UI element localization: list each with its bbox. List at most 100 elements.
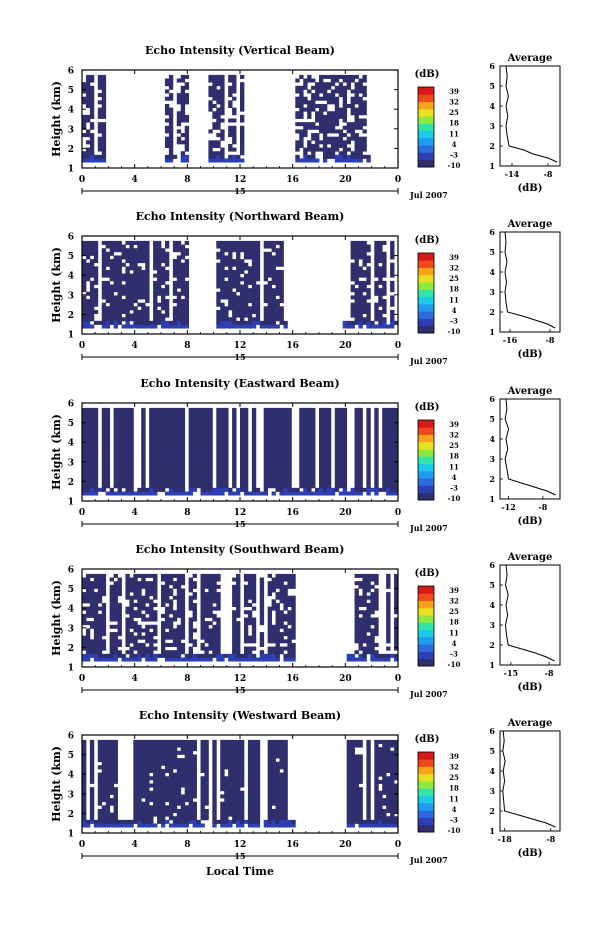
heatmap-cell: [157, 765, 162, 770]
heatmap-cell: [232, 444, 237, 449]
heatmap-cell: [322, 114, 328, 119]
heatmap-cell: [263, 455, 269, 460]
heatmap-cell: [279, 415, 284, 420]
heatmap-cell: [117, 284, 122, 289]
heatmap-cell: [200, 602, 205, 607]
heatmap-cell: [164, 783, 170, 788]
heatmap-cell: [362, 140, 367, 145]
heatmap-cell: [275, 415, 280, 420]
heatmap-cell: [196, 415, 201, 420]
heatmap-cell: [117, 280, 122, 285]
heatmap-cell: [326, 491, 332, 496]
heatmap-cell: [275, 469, 280, 474]
day-label: 15: [234, 186, 245, 196]
heatmap-cell: [157, 653, 162, 658]
heatmap-cell: [228, 291, 233, 296]
heatmap-cell: [334, 96, 340, 101]
heatmap-cell: [358, 447, 363, 452]
heatmap-cell: [279, 309, 284, 314]
colorbar-segment: [418, 644, 434, 652]
heatmap-cell: [113, 306, 118, 311]
heatmap-cell: [243, 646, 249, 651]
heatmap-cell: [161, 280, 166, 285]
heatmap-cell: [232, 433, 237, 438]
heatmap-cell: [315, 147, 320, 152]
heatmap-cell: [232, 429, 237, 434]
heatmap-cell: [267, 650, 272, 655]
heatmap-cell: [200, 458, 205, 463]
heatmap-cell: [319, 422, 324, 427]
heatmap-cell: [168, 426, 174, 431]
heatmap-cell: [322, 440, 328, 445]
heatmap-cell: [85, 606, 91, 611]
colorbar-segment: [418, 492, 434, 501]
heatmap-cell: [326, 82, 332, 87]
heatmap-cell: [386, 577, 391, 582]
heatmap-cell: [145, 779, 150, 784]
heatmap-cell: [184, 295, 190, 300]
heatmap-cell: [176, 291, 182, 296]
heatmap-cell: [161, 411, 166, 416]
heatmap-cell: [224, 313, 229, 318]
heatmap-cell: [161, 646, 166, 651]
heatmap-cell: [117, 306, 122, 311]
heatmap-cell: [390, 440, 395, 445]
heatmap-cell: [180, 273, 186, 278]
heatmap-cell: [153, 473, 158, 478]
heatmap-cell: [232, 317, 237, 322]
heatmap-cell: [350, 240, 355, 245]
heatmap-cell: [236, 624, 241, 629]
heatmap-cell: [113, 411, 118, 416]
heatmap-cell: [358, 240, 363, 245]
heatmap-cell: [208, 129, 213, 134]
heatmap-cell: [291, 621, 296, 626]
heatmap-cell: [243, 624, 249, 629]
heatmap-cell: [275, 610, 280, 615]
heatmap-cell: [303, 415, 308, 420]
heatmap-cell: [263, 480, 269, 485]
heatmap-cell: [129, 444, 134, 449]
heatmap-cell: [125, 491, 130, 496]
heatmap-cell: [101, 418, 107, 423]
heatmap-cell: [204, 657, 209, 662]
heatmap-cell: [105, 284, 111, 289]
heatmap-cell: [89, 739, 95, 744]
heatmap-cell: [168, 476, 174, 481]
heatmap-cell: [208, 491, 213, 496]
heatmap-cell: [307, 89, 312, 94]
heatmap-cell: [232, 599, 237, 604]
heatmap-cell: [236, 632, 241, 637]
heatmap-cell: [236, 628, 241, 633]
heatmap-cell: [85, 269, 91, 274]
heatmap-cell: [232, 491, 237, 496]
avg-y-tick-label: 4: [489, 101, 495, 111]
heatmap-cell: [93, 447, 99, 452]
heatmap-cell: [113, 588, 118, 593]
heatmap-cell: [307, 480, 312, 485]
heatmap-cell: [251, 273, 257, 278]
y-tick-label: 4: [68, 605, 74, 615]
heatmap-cell: [240, 269, 245, 274]
heatmap-cell: [82, 444, 87, 449]
heatmap-cell: [133, 754, 138, 759]
heatmap-cell: [82, 805, 87, 810]
heatmap-cell: [89, 787, 95, 792]
heatmap-cell: [204, 473, 209, 478]
heatmap-cell: [251, 324, 257, 329]
heatmap-cell: [93, 273, 99, 278]
heatmap-cell: [366, 458, 371, 463]
heatmap-cell: [133, 255, 138, 260]
heatmap-cell: [295, 147, 300, 152]
panel-title: Echo Intensity (Southward Beam): [136, 543, 345, 556]
heatmap-cell: [105, 823, 111, 828]
heatmap-cell: [267, 266, 272, 271]
heatmap-cell: [89, 147, 95, 152]
heatmap-cell: [184, 262, 190, 267]
heatmap-cell: [212, 613, 217, 618]
heatmap-cell: [271, 433, 276, 438]
heatmap-cell: [358, 415, 363, 420]
heatmap-cell: [85, 646, 91, 651]
heatmap-cell: [168, 411, 174, 416]
heatmap-cell: [366, 411, 371, 416]
heatmap-cell: [263, 269, 269, 274]
